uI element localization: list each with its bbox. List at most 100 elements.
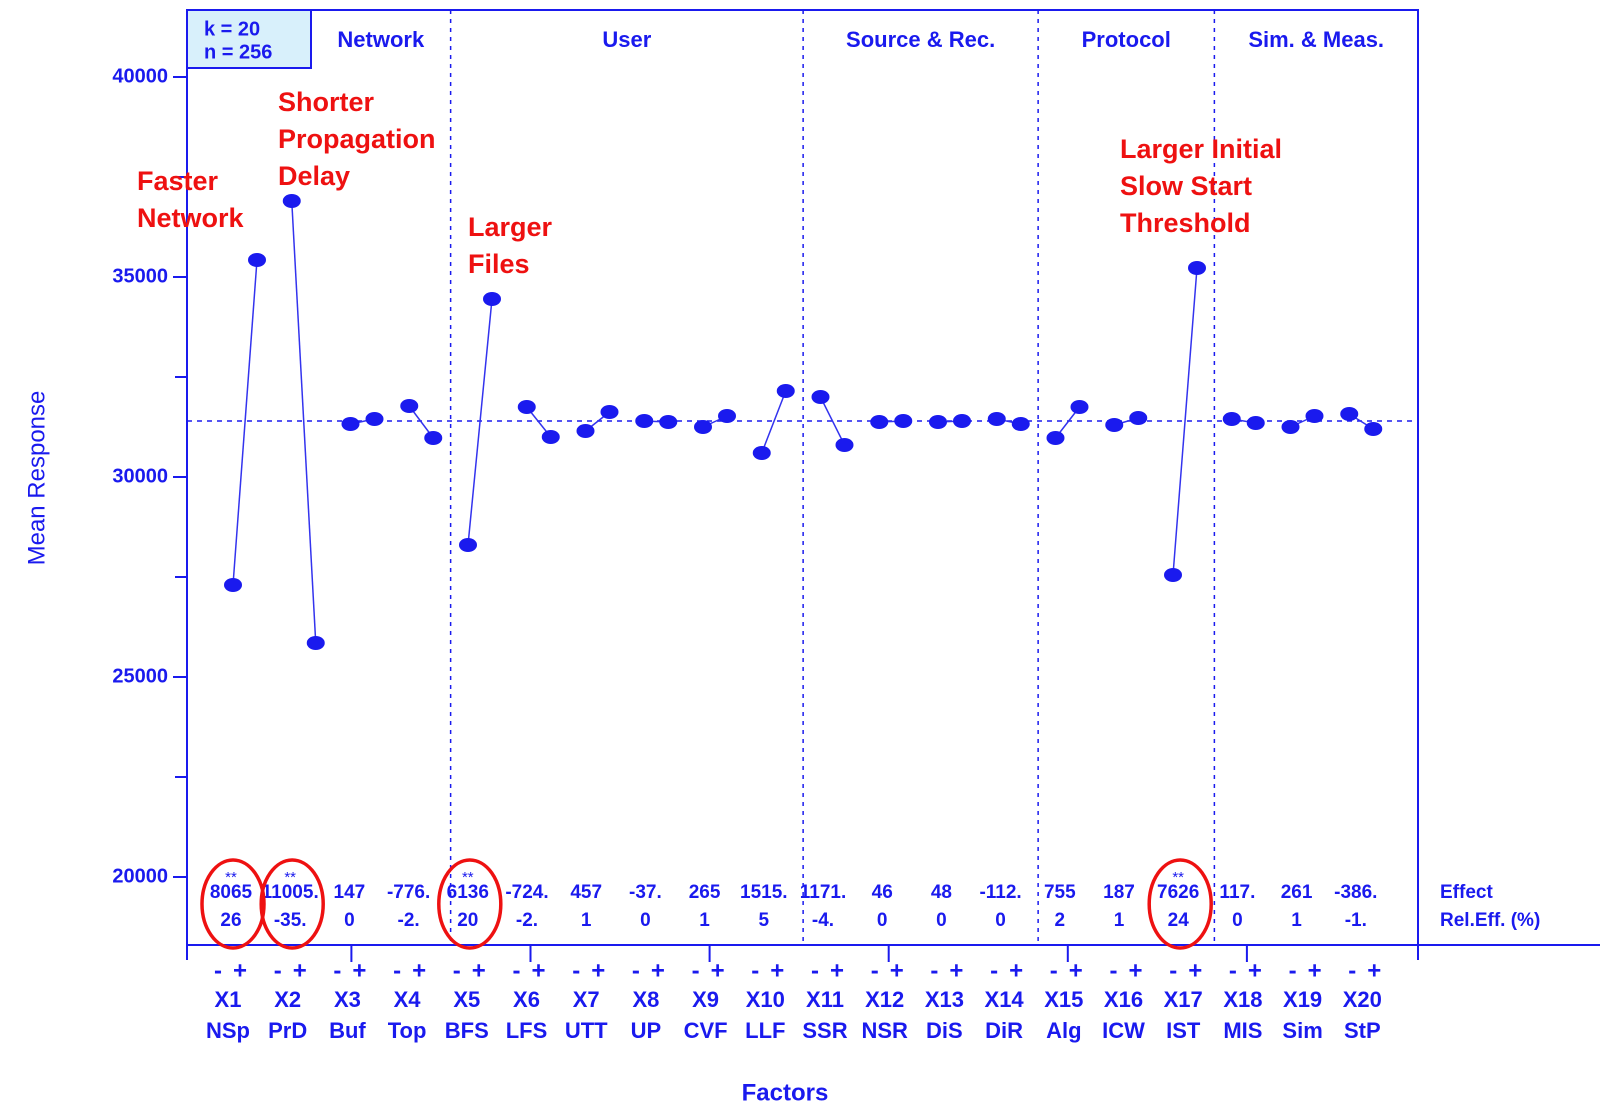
effect: -776. bbox=[387, 882, 430, 903]
y-tick-label: 25000 bbox=[112, 665, 168, 687]
level-label: + bbox=[1069, 957, 1083, 984]
annotation: Network bbox=[137, 203, 245, 233]
info-text: n = 256 bbox=[204, 41, 272, 63]
factor-name: BFS bbox=[445, 1018, 489, 1043]
factor-name: NSp bbox=[206, 1018, 250, 1043]
level-label: + bbox=[1248, 957, 1262, 984]
level-label: - bbox=[1050, 957, 1058, 984]
level-label: - bbox=[930, 957, 938, 984]
point bbox=[929, 415, 947, 429]
factor-name: ICW bbox=[1102, 1018, 1145, 1043]
level-label: - bbox=[811, 957, 819, 984]
point bbox=[835, 438, 854, 452]
factor-label: X1 bbox=[215, 987, 242, 1012]
effect: 187 bbox=[1103, 882, 1135, 903]
effect: 8065 bbox=[210, 882, 253, 903]
rel-effect-title: Rel.Eff. (%) bbox=[1440, 910, 1540, 931]
factor-label: X10 bbox=[746, 987, 785, 1012]
level-label: + bbox=[1188, 957, 1202, 984]
rel-effect: 0 bbox=[1232, 910, 1243, 931]
level-label: - bbox=[751, 957, 759, 984]
rel-effect: 0 bbox=[936, 910, 947, 931]
level-label: - bbox=[214, 957, 222, 984]
level-label: - bbox=[692, 957, 700, 984]
factor-label: X12 bbox=[865, 987, 904, 1012]
factor-name: Top bbox=[388, 1018, 427, 1043]
effect-line bbox=[232, 259, 258, 586]
highlight bbox=[259, 858, 325, 950]
factor-name: MIS bbox=[1223, 1018, 1262, 1043]
point bbox=[424, 431, 443, 445]
factor-name: UP bbox=[631, 1018, 662, 1043]
effect: 46 bbox=[872, 882, 893, 903]
annotation: Delay bbox=[278, 161, 350, 191]
factor-name: LFS bbox=[506, 1018, 548, 1043]
level-label: + bbox=[770, 957, 784, 984]
effect-line bbox=[467, 298, 493, 546]
point bbox=[1364, 422, 1383, 436]
point bbox=[400, 399, 419, 413]
factor-name: Buf bbox=[329, 1018, 366, 1043]
annotation: Threshold bbox=[1120, 208, 1251, 238]
factor-label: X15 bbox=[1044, 987, 1083, 1012]
rel-effect: 20 bbox=[457, 910, 478, 931]
annotation: Larger Initial bbox=[1120, 134, 1282, 164]
annotation: Shorter bbox=[278, 87, 375, 117]
factor-label: X14 bbox=[985, 987, 1025, 1012]
point bbox=[694, 420, 712, 434]
factor-name: SSR bbox=[802, 1018, 847, 1043]
y-tick-label: 30000 bbox=[112, 465, 168, 487]
effect-line bbox=[291, 200, 317, 644]
rel-effect: -1. bbox=[1345, 910, 1367, 931]
rel-effect: 1 bbox=[1114, 910, 1125, 931]
factor-name: Sim bbox=[1282, 1018, 1322, 1043]
point bbox=[365, 412, 384, 426]
factor-label: X8 bbox=[632, 987, 659, 1012]
effect: 6136 bbox=[447, 882, 489, 903]
effect: 457 bbox=[570, 882, 602, 903]
point bbox=[341, 417, 360, 431]
effect-line bbox=[1172, 267, 1198, 576]
level-label: - bbox=[1169, 957, 1177, 984]
level-label: + bbox=[412, 957, 426, 984]
point bbox=[517, 400, 536, 414]
effect-title: Effect bbox=[1440, 882, 1493, 903]
level-label: - bbox=[1289, 957, 1297, 984]
highlight bbox=[437, 858, 503, 950]
effect: 11005. bbox=[262, 882, 319, 903]
level-label: + bbox=[293, 957, 307, 984]
factor-name: NSR bbox=[861, 1018, 908, 1043]
factor-label: X11 bbox=[806, 987, 844, 1012]
level-label: - bbox=[1229, 957, 1237, 984]
group-label: Network bbox=[337, 27, 425, 52]
y-tick-label: 20000 bbox=[112, 865, 168, 887]
level-label: - bbox=[333, 957, 341, 984]
level-label: + bbox=[472, 957, 486, 984]
level-label: + bbox=[591, 957, 605, 984]
info-text: k = 20 bbox=[204, 18, 260, 40]
level-label: + bbox=[890, 957, 904, 984]
point bbox=[987, 412, 1006, 426]
rel-effect: 2 bbox=[1055, 910, 1066, 931]
effect: 117. bbox=[1219, 882, 1255, 903]
point bbox=[576, 424, 595, 438]
level-label: + bbox=[352, 957, 366, 984]
point bbox=[718, 409, 736, 423]
rel-effect: -2. bbox=[516, 910, 538, 931]
effect: 1171. bbox=[800, 882, 847, 903]
effect-line bbox=[819, 396, 846, 446]
point bbox=[306, 636, 325, 650]
effect: -386. bbox=[1334, 882, 1377, 903]
annotation: Faster bbox=[137, 166, 219, 196]
level-label: + bbox=[949, 957, 963, 984]
factor-name: Alg bbox=[1046, 1018, 1081, 1043]
level-label: - bbox=[990, 957, 998, 984]
point bbox=[1281, 420, 1300, 434]
factor-label: X18 bbox=[1223, 987, 1262, 1012]
level-label: - bbox=[1348, 957, 1356, 984]
level-label: - bbox=[393, 957, 401, 984]
rel-effect: 1 bbox=[699, 910, 710, 931]
level-label: - bbox=[513, 957, 521, 984]
significance: ** bbox=[462, 869, 474, 886]
factor-name: DiR bbox=[985, 1018, 1023, 1043]
